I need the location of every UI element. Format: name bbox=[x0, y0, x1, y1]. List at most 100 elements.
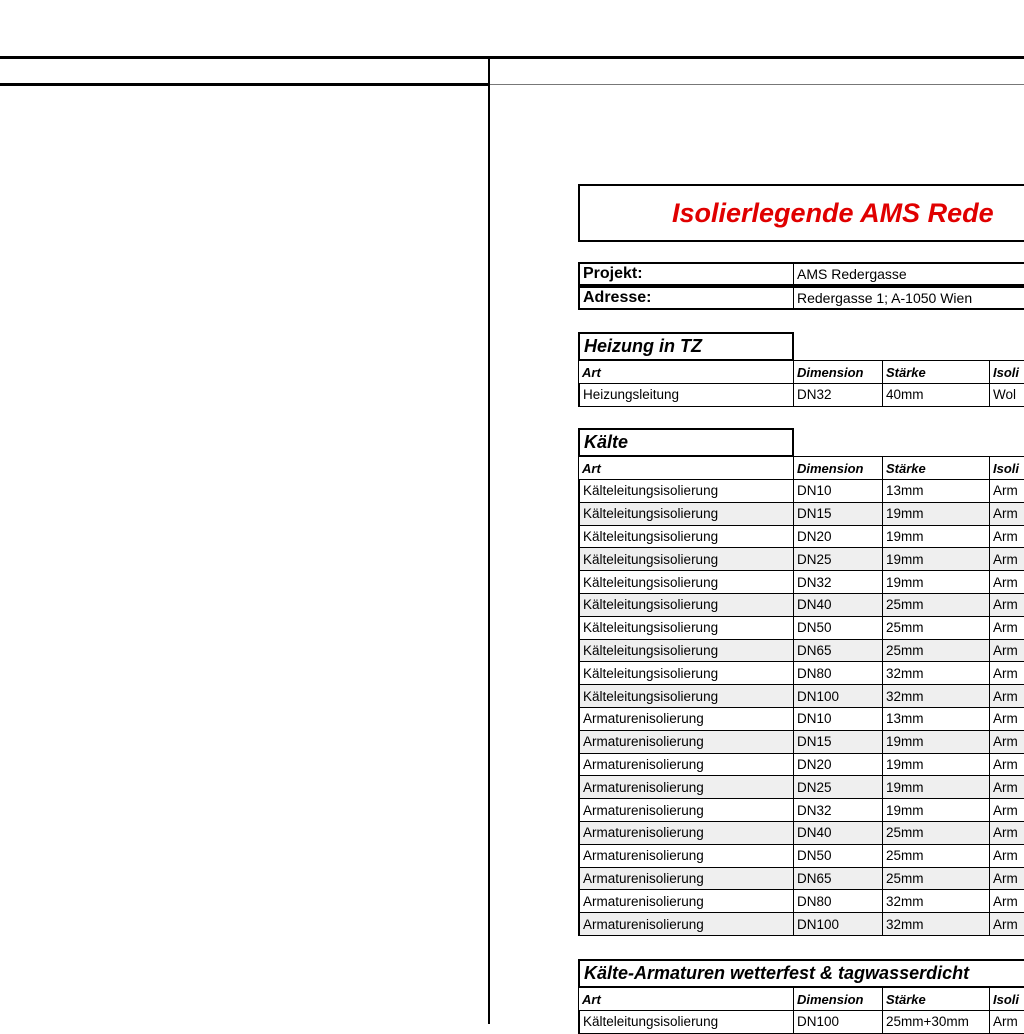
table-cell: DN100 bbox=[793, 912, 883, 936]
table-cell: DN10 bbox=[793, 707, 883, 731]
table-cell: DN32 bbox=[793, 570, 883, 594]
table-cell: 19mm bbox=[882, 729, 990, 754]
rule-left bbox=[0, 83, 490, 86]
table-cell: Kälteleitungsisolierung bbox=[578, 501, 794, 526]
column-header: Dimension bbox=[793, 360, 883, 384]
table-cell: Kälteleitungsisolierung bbox=[578, 661, 794, 686]
table-cell: 32mm bbox=[882, 684, 990, 708]
table-cell: DN50 bbox=[793, 843, 883, 868]
rule-right bbox=[490, 84, 1024, 85]
table-cell: 32mm bbox=[882, 889, 990, 914]
section-title: Heizung in TZ bbox=[578, 332, 794, 361]
table-cell: Arm bbox=[989, 547, 1024, 572]
table-cell: Arm bbox=[989, 615, 1024, 640]
table-cell: 19mm bbox=[882, 570, 990, 594]
project-value: Redergasse 1; A-1050 Wien bbox=[793, 286, 1024, 310]
table-cell: Armaturenisolierung bbox=[578, 752, 794, 777]
rule-top bbox=[0, 56, 1024, 59]
table-cell: DN10 bbox=[793, 479, 883, 503]
table-cell: 19mm bbox=[882, 798, 990, 822]
project-label: Projekt: bbox=[578, 262, 794, 286]
table-cell: Kälteleitungsisolierung bbox=[578, 547, 794, 572]
table-cell: 25mm bbox=[882, 638, 990, 663]
table-cell: Arm bbox=[989, 707, 1024, 731]
table-cell: 25mm+30mm bbox=[882, 1010, 990, 1034]
table-cell: 13mm bbox=[882, 707, 990, 731]
table-cell: DN80 bbox=[793, 661, 883, 686]
table-cell: Arm bbox=[989, 661, 1024, 686]
section-title: Kälte bbox=[578, 428, 794, 457]
column-header: Isoli bbox=[989, 360, 1024, 384]
table-cell: DN100 bbox=[793, 1010, 883, 1034]
table-cell: Arm bbox=[989, 684, 1024, 708]
table-cell: Kälteleitungsisolierung bbox=[578, 479, 794, 503]
table-cell: DN15 bbox=[793, 501, 883, 526]
table-cell: 19mm bbox=[882, 501, 990, 526]
column-header: Dimension bbox=[793, 456, 883, 480]
table-cell: Armaturenisolierung bbox=[578, 729, 794, 754]
table-cell: 13mm bbox=[882, 479, 990, 503]
table-cell: DN32 bbox=[793, 798, 883, 822]
table-cell: Armaturenisolierung bbox=[578, 707, 794, 731]
column-header: Art bbox=[578, 456, 794, 480]
table-cell: 25mm bbox=[882, 866, 990, 891]
table-cell: Armaturenisolierung bbox=[578, 866, 794, 891]
table-cell: Arm bbox=[989, 912, 1024, 936]
column-header: Stärke bbox=[882, 987, 990, 1011]
table-cell: 32mm bbox=[882, 661, 990, 686]
column-header: Stärke bbox=[882, 456, 990, 480]
table-cell: Arm bbox=[989, 570, 1024, 594]
table-cell: Arm bbox=[989, 479, 1024, 503]
table-cell: Arm bbox=[989, 501, 1024, 526]
table-cell: 19mm bbox=[882, 547, 990, 572]
doc-title: Isolierlegende AMS Rede bbox=[578, 184, 1024, 242]
table-cell: DN65 bbox=[793, 638, 883, 663]
column-header: Art bbox=[578, 360, 794, 384]
table-cell: DN40 bbox=[793, 821, 883, 845]
table-cell: Arm bbox=[989, 889, 1024, 914]
table-cell: Arm bbox=[989, 775, 1024, 800]
table-cell: 25mm bbox=[882, 843, 990, 868]
table-cell: Kälteleitungsisolierung bbox=[578, 615, 794, 640]
table-cell: Arm bbox=[989, 638, 1024, 663]
table-cell: DN20 bbox=[793, 752, 883, 777]
table-cell: DN50 bbox=[793, 615, 883, 640]
table-cell: Arm bbox=[989, 1010, 1024, 1034]
table-cell: Arm bbox=[989, 866, 1024, 891]
table-cell: 25mm bbox=[882, 615, 990, 640]
table-cell: Arm bbox=[989, 729, 1024, 754]
table-cell: DN80 bbox=[793, 889, 883, 914]
table-cell: Heizungsleitung bbox=[578, 383, 794, 407]
table-cell: DN25 bbox=[793, 547, 883, 572]
table-cell: 19mm bbox=[882, 524, 990, 549]
table-cell: Armaturenisolierung bbox=[578, 775, 794, 800]
table-cell: 19mm bbox=[882, 752, 990, 777]
project-label: Adresse: bbox=[578, 286, 794, 310]
column-header: Art bbox=[578, 987, 794, 1011]
table-cell: Arm bbox=[989, 798, 1024, 822]
rule-vertical bbox=[488, 56, 490, 1024]
table-cell: DN20 bbox=[793, 524, 883, 549]
table-cell: Kälteleitungsisolierung bbox=[578, 1010, 794, 1034]
table-cell: DN32 bbox=[793, 383, 883, 407]
section-title: Kälte-Armaturen wetterfest & tagwasserdi… bbox=[578, 959, 1024, 988]
table-cell: 40mm bbox=[882, 383, 990, 407]
table-cell: Kälteleitungsisolierung bbox=[578, 684, 794, 708]
table-cell: DN40 bbox=[793, 593, 883, 617]
table-cell: 25mm bbox=[882, 821, 990, 845]
table-cell: Kälteleitungsisolierung bbox=[578, 593, 794, 617]
table-cell: Arm bbox=[989, 843, 1024, 868]
table-cell: Armaturenisolierung bbox=[578, 912, 794, 936]
table-cell: Kälteleitungsisolierung bbox=[578, 524, 794, 549]
table-cell: Arm bbox=[989, 752, 1024, 777]
column-header: Stärke bbox=[882, 360, 990, 384]
table-cell: Armaturenisolierung bbox=[578, 889, 794, 914]
table-cell: Wol bbox=[989, 383, 1024, 407]
table-cell: 19mm bbox=[882, 775, 990, 800]
table-cell: Arm bbox=[989, 524, 1024, 549]
table-cell: Armaturenisolierung bbox=[578, 843, 794, 868]
table-cell: Arm bbox=[989, 821, 1024, 845]
table-cell: Kälteleitungsisolierung bbox=[578, 570, 794, 594]
table-cell: DN15 bbox=[793, 729, 883, 754]
